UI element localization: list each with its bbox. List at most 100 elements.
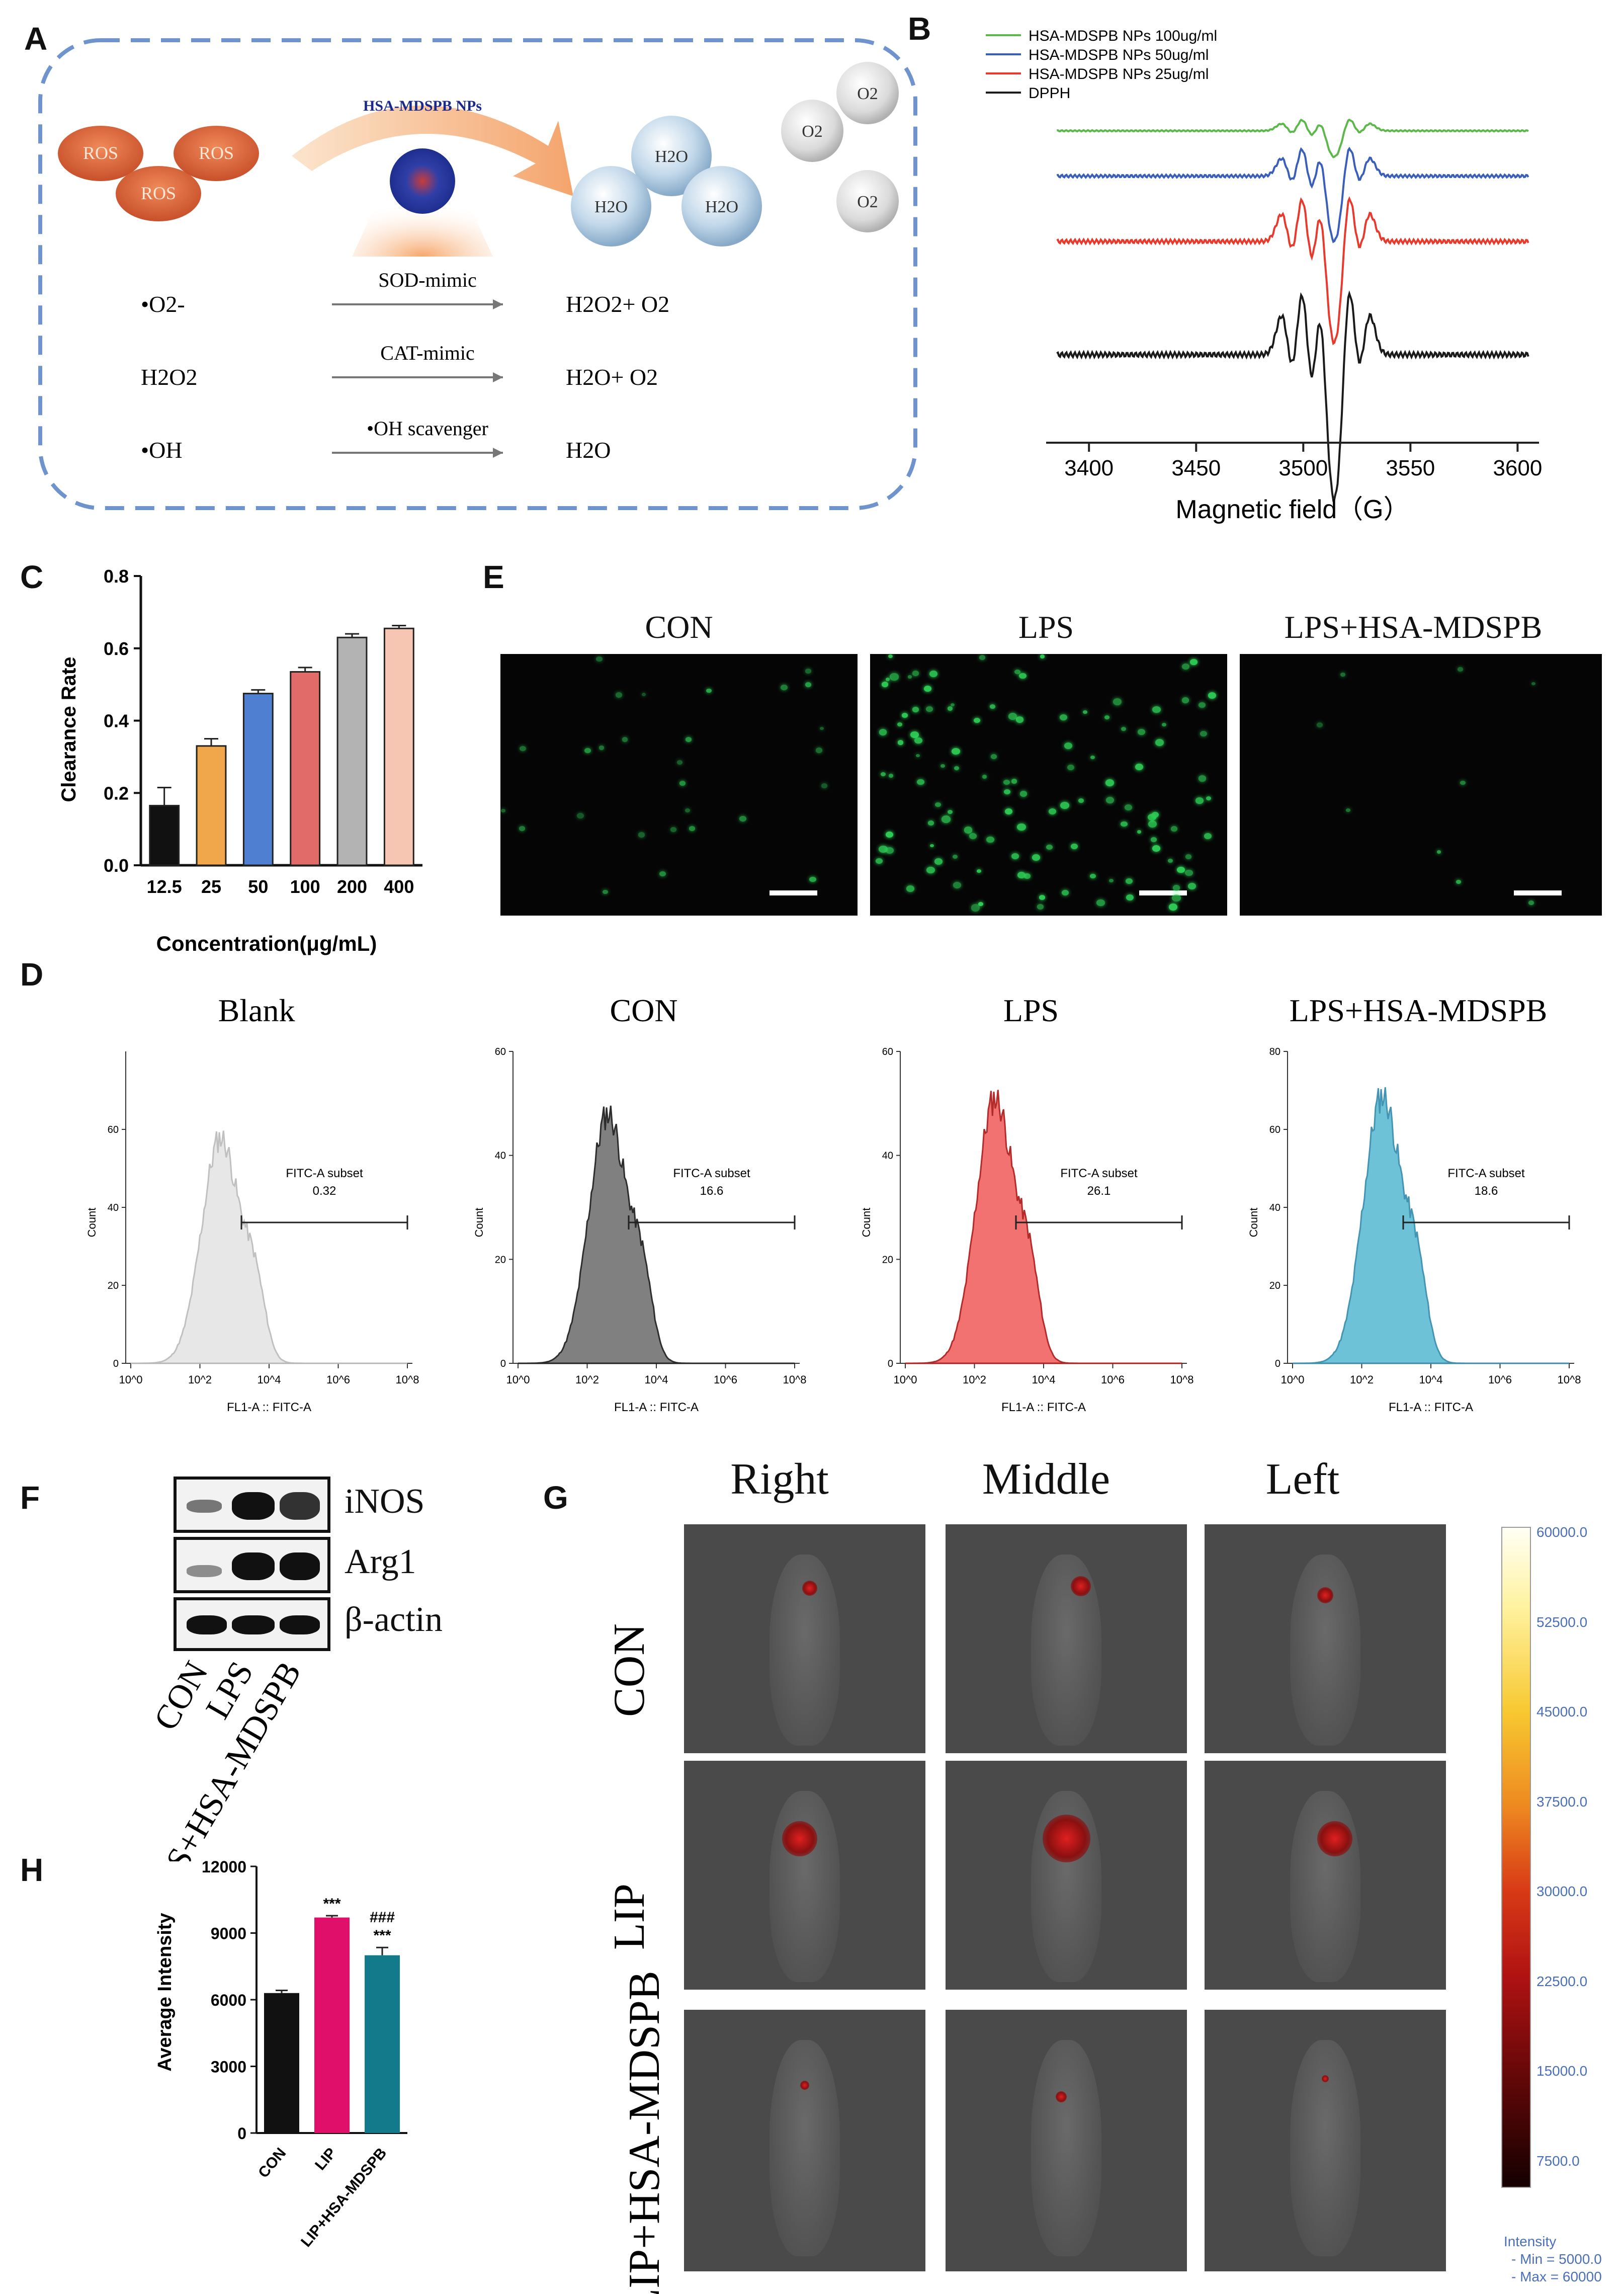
panel-d-flow-histograms: Blank 0 20 40 60 Count 10^0 10^2 10^4 10^6 10^8 FL1…: [86, 993, 1581, 1414]
y-tick-label: 0.0: [104, 855, 129, 876]
cell-dot: [897, 722, 902, 727]
cell-dot: [1104, 715, 1109, 719]
cell-dot: [603, 889, 609, 894]
legend-entry: HSA-MDSPB NPs 100ug/ml: [1029, 28, 1217, 44]
x-tick-label: 10^0: [506, 1373, 530, 1386]
panel-c-bar-chart: 0.0 0.2 0.4 0.6 0.8 12.5 25 50 100 200 400 Clearan…: [58, 566, 422, 955]
cell-dot: [677, 760, 683, 765]
cell-dot: [926, 866, 935, 873]
gate-label: FITC-A subset: [1060, 1167, 1138, 1180]
cell-dot: [974, 717, 980, 723]
y-tick-label: 9000: [211, 1925, 246, 1943]
cell-dot: [929, 670, 938, 677]
gate-label: FITC-A subset: [1447, 1167, 1525, 1180]
histogram-area: [1293, 1087, 1569, 1364]
histogram-0: Blank 0 20 40 60 Count 10^0 10^2 10^4 10^6 10^8 FL1…: [86, 993, 419, 1414]
cell-dot: [941, 815, 951, 823]
cell-dot: [979, 655, 986, 660]
cell-dot: [1177, 866, 1185, 873]
cell-dot: [599, 746, 605, 750]
x-tick-label: 10^2: [963, 1373, 986, 1386]
y-tick-label: 0: [237, 2124, 246, 2143]
x-tick-label: 3400: [1064, 456, 1114, 480]
x-tick-label: 3500: [1278, 456, 1328, 480]
enzyme-label: •OH scavenger: [367, 417, 488, 440]
cell-dot: [1138, 728, 1146, 735]
cell-dot: [1011, 779, 1017, 784]
cell-dot: [969, 833, 977, 839]
ivis-row-con: CON: [605, 1623, 654, 1717]
cell-dot: [706, 688, 712, 693]
x-tick-label: 10^0: [1280, 1373, 1304, 1386]
blot-beta-actin: [174, 1597, 330, 1651]
cell-dot: [910, 731, 919, 739]
fluorescence-spot: [800, 2081, 809, 2090]
x-tick-label: 10^6: [1101, 1373, 1125, 1386]
cell-dot: [886, 832, 894, 838]
oxygen-text: O2: [802, 122, 823, 141]
ivis-image: [946, 1524, 1187, 1753]
blot-arg1: [174, 1537, 330, 1593]
ros-blob: [58, 126, 143, 181]
y-tick-label: 0: [1275, 1358, 1280, 1369]
gate-label: FITC-A subset: [673, 1167, 750, 1180]
oxygen-sphere: [781, 100, 843, 162]
arrow-icon: [493, 372, 503, 382]
fluorescence-spot: [1070, 1576, 1091, 1596]
cell-dot: [1039, 894, 1046, 900]
histogram-3: LPS+HSA-MDSPB 0 20 40 60 80 Count 10^0 10^2 10^4 1…: [1247, 993, 1581, 1414]
cell-dot: [1152, 706, 1161, 713]
cell-dot: [1016, 823, 1026, 831]
fluorescence-spot: [1056, 2091, 1067, 2102]
cell-dot: [820, 726, 824, 730]
cell-dot: [1040, 654, 1045, 659]
product: H2O+ O2: [566, 364, 658, 390]
spectrum-line: [1056, 118, 1529, 158]
cell-dot: [616, 692, 623, 698]
cell-dot: [1004, 789, 1010, 795]
cell-dot: [1346, 808, 1350, 812]
oxygen-sphere: [836, 62, 899, 124]
mouse-silhouette: [770, 1791, 840, 1982]
cell-dot: [982, 775, 987, 779]
fluorescence-spot: [1042, 1815, 1090, 1863]
cell-dot: [879, 729, 887, 735]
scale-tick-label: 45000.0: [1536, 1704, 1588, 1719]
cell-dot: [1078, 798, 1084, 803]
product: H2O2+ O2: [566, 291, 669, 317]
panel-b-epr-chart: HSA-MDSPB NPs 100ug/ml HSA-MDSPB NPs 50ug…: [986, 28, 1542, 524]
ros-text: ROS: [83, 143, 118, 163]
cell-dot: [879, 845, 888, 853]
reaction-row-2: H2O2 CAT-mimic H2O+ O2: [141, 342, 658, 390]
cell-dot: [1195, 797, 1204, 804]
cell-dot: [1126, 894, 1134, 900]
x-axis-label: FL1-A :: FITC-A: [1001, 1401, 1086, 1414]
y-axis-label: Count: [1247, 1208, 1260, 1238]
arrow-icon: [493, 448, 503, 458]
y-axis-label-h: Average Intensity: [154, 1913, 176, 2071]
panel-label-c: C: [20, 559, 44, 595]
histogram-title: Blank: [218, 993, 295, 1028]
x-tick-label: 100: [290, 876, 320, 897]
cell-dot: [986, 836, 994, 843]
bar: [365, 1955, 400, 2133]
cell-dot: [1181, 663, 1189, 670]
nps-label: HSA-MDSPB NPs: [363, 98, 482, 114]
cell-dot: [685, 736, 692, 742]
reactant: •O2-: [141, 291, 185, 317]
protein-label-arg1: Arg1: [345, 1542, 416, 1581]
micrograph-lps: [870, 654, 1227, 916]
panel-label-h: H: [20, 1852, 44, 1888]
cell-dot: [1185, 854, 1191, 859]
ivis-image: [946, 1761, 1187, 1990]
cell-dot: [888, 774, 894, 778]
scale-title: Intensity: [1504, 2234, 1557, 2249]
cell-dot: [1148, 820, 1157, 828]
cell-dot: [1460, 781, 1466, 785]
x-tick-label: 10^6: [326, 1373, 350, 1386]
panel-label-b: B: [908, 11, 931, 47]
cell-dot: [1064, 742, 1073, 750]
gate-value: 18.6: [1475, 1184, 1498, 1198]
panel-label-e: E: [483, 559, 504, 595]
cell-dot: [1198, 775, 1207, 782]
